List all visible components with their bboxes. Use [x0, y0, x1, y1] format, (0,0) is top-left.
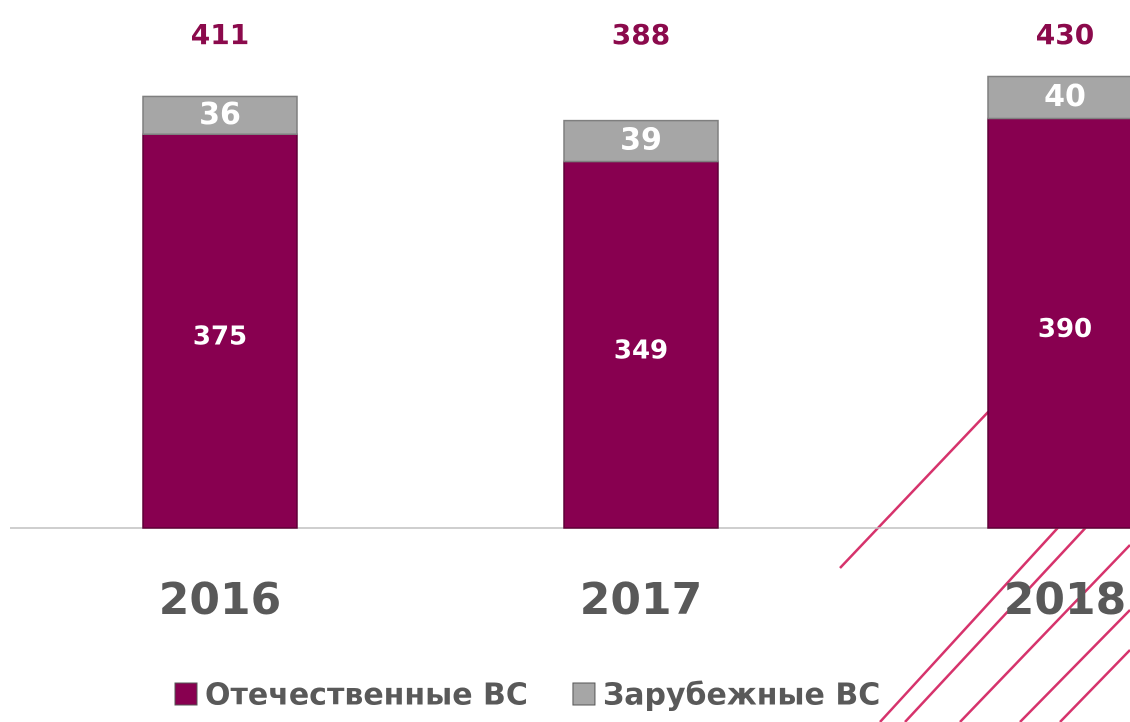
- x-tick-label: 2017: [580, 574, 702, 625]
- data-label: 390: [1038, 314, 1092, 344]
- bar-segment: [142, 133, 298, 529]
- legend-label: Отечественные ВС: [205, 678, 528, 713]
- legend-label: Зарубежные ВС: [603, 678, 880, 713]
- bar-segment: [563, 160, 719, 529]
- data-label: 39: [620, 123, 662, 158]
- total-label: 430: [1036, 18, 1094, 51]
- bar-segment: [987, 117, 1130, 529]
- x-tick-label: 2018: [1004, 574, 1126, 625]
- bar-segment: [987, 75, 1130, 120]
- data-label: 36: [199, 97, 241, 132]
- data-label: 40: [1044, 79, 1086, 114]
- bar-segment: [142, 95, 298, 135]
- data-label: 349: [614, 335, 668, 365]
- legend-swatch: [174, 682, 198, 706]
- bar-segment: [563, 119, 719, 163]
- x-tick-label: 2016: [159, 574, 281, 625]
- data-label: 375: [193, 322, 247, 352]
- total-label: 411: [191, 18, 249, 51]
- total-label: 388: [612, 18, 670, 51]
- legend-swatch: [572, 682, 596, 706]
- decoration: [839, 409, 1130, 722]
